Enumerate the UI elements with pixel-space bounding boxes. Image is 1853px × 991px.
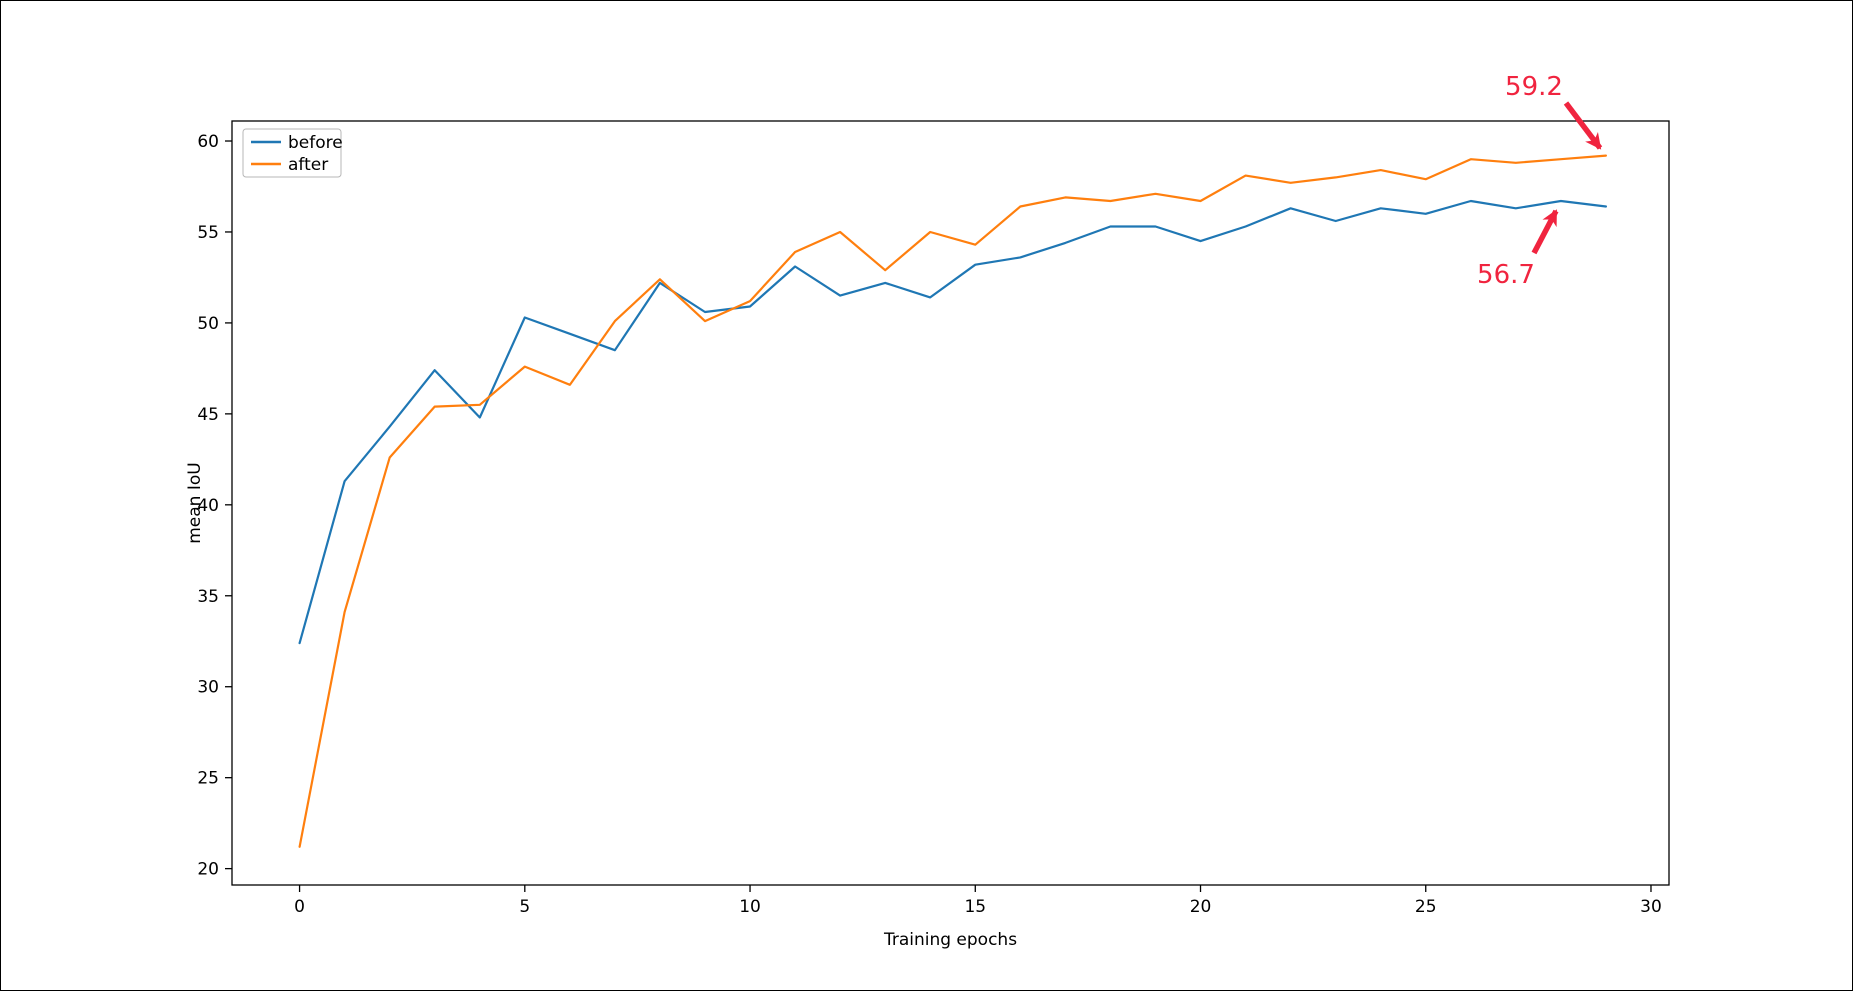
annotation-arrow [1563, 101, 1603, 150]
x-tick-label: 10 [739, 897, 761, 917]
annotation-text: 56.7 [1477, 260, 1535, 290]
annotation-arrow [1531, 209, 1559, 255]
y-tick-label: 20 [197, 860, 219, 880]
x-axis-label: Training epochs [883, 930, 1017, 950]
y-tick-label: 45 [197, 405, 219, 425]
y-tick-label: 50 [197, 314, 219, 334]
y-tick-label: 55 [197, 223, 219, 243]
x-tick-label: 25 [1415, 897, 1437, 917]
series-line-after [298, 154, 1608, 848]
legend-label-before: before [288, 133, 343, 153]
annotation-56-7: 56.7 [1477, 209, 1559, 290]
x-tick-label: 15 [964, 897, 986, 917]
legend-label-after: after [288, 155, 328, 175]
series-line-before [298, 199, 1608, 645]
x-tick-label: 5 [519, 897, 530, 917]
y-tick-label: 30 [197, 678, 219, 698]
annotation-59-2: 59.2 [1505, 72, 1603, 150]
y-tick-label: 35 [197, 587, 219, 607]
y-axis-label: mean IoU [185, 462, 205, 543]
y-tick-label: 25 [197, 769, 219, 789]
x-axis: 0 5 10 15 20 25 30 [294, 885, 1662, 917]
y-tick-label: 40 [197, 496, 219, 516]
x-tick-label: 0 [294, 897, 305, 917]
y-axis: 20 25 30 35 40 45 50 55 60 [197, 132, 232, 880]
x-tick-label: 30 [1640, 897, 1662, 917]
y-tick-label: 60 [197, 132, 219, 152]
x-tick-label: 20 [1190, 897, 1212, 917]
plot-area [231, 120, 1670, 886]
annotation-text: 59.2 [1505, 72, 1563, 102]
